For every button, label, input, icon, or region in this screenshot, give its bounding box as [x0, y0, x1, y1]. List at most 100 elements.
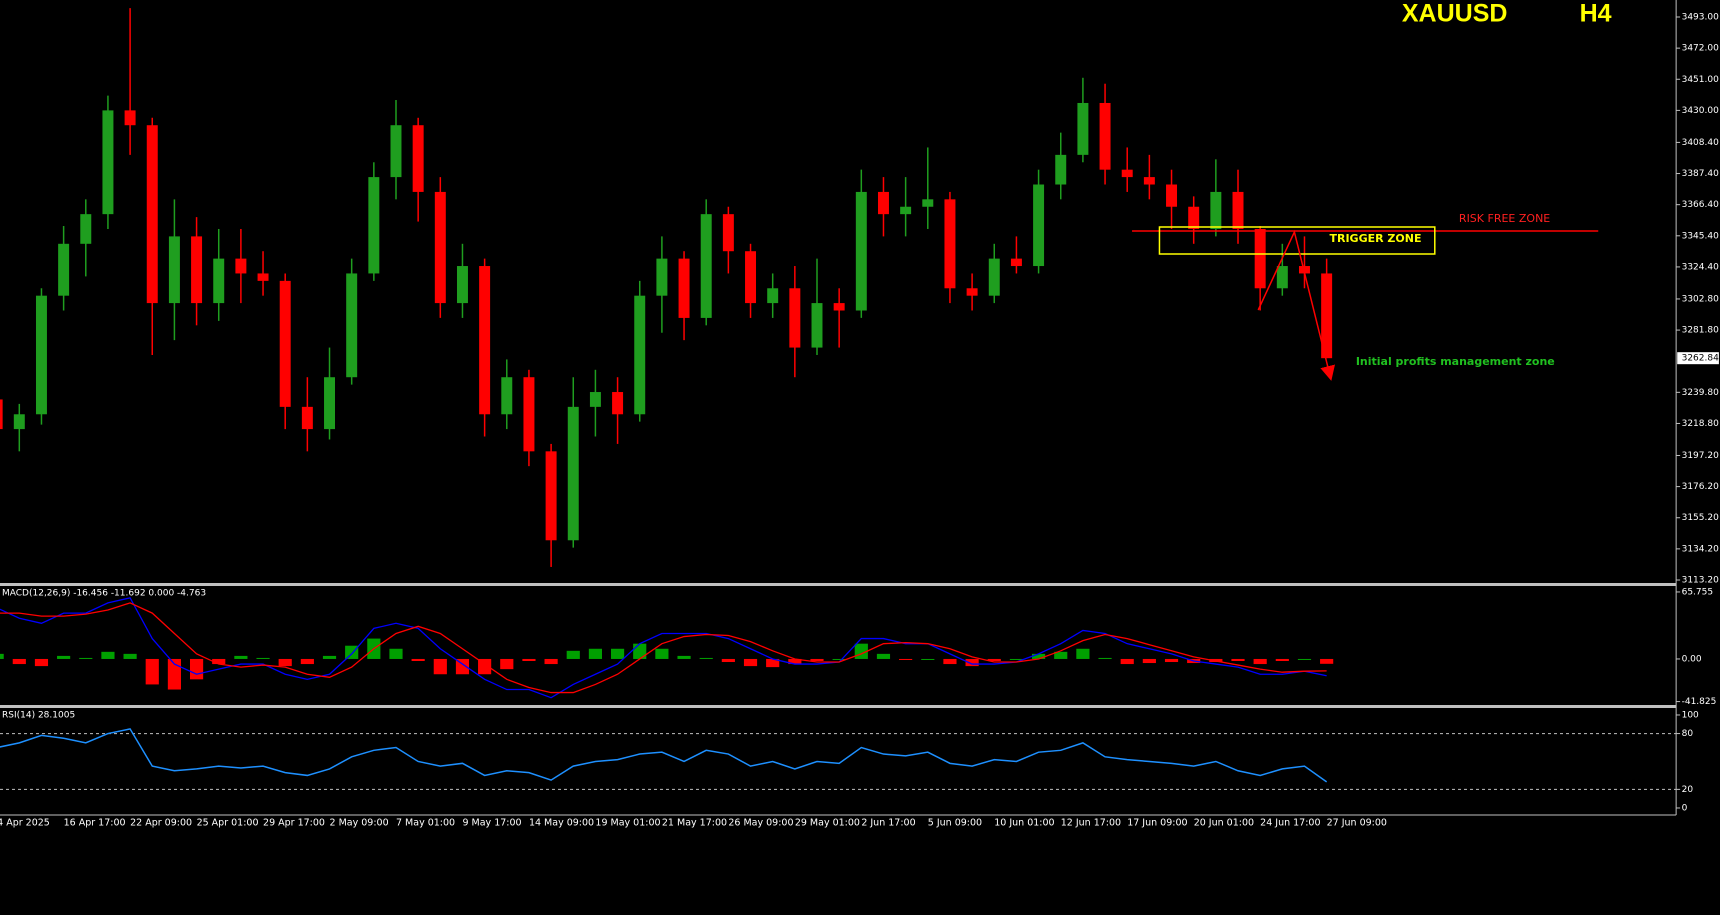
candle-body [102, 110, 114, 215]
y-tick-label: -41.825 [1682, 697, 1717, 707]
x-tick-label: 26 May 09:00 [728, 818, 793, 829]
current-price: 3262.84 [1682, 354, 1719, 364]
candle-body [1099, 102, 1111, 170]
candle-body [833, 303, 845, 311]
x-tick-label: 20 Jun 01:00 [1194, 818, 1254, 829]
y-tick-label: 3197.20 [1682, 451, 1719, 461]
panel-separator [0, 705, 1677, 708]
histogram-bar [189, 658, 204, 680]
x-tick-label: 9 May 17:00 [462, 818, 521, 829]
candle-body [324, 377, 336, 430]
histogram-bar [145, 658, 159, 685]
indicator-label: MACD(12,26,9) -16.456 -11.692 0.000 -4.7… [2, 589, 206, 599]
histogram-bar [721, 658, 735, 663]
y-tick-label: 3113.20 [1682, 575, 1719, 585]
candle-body [301, 406, 313, 430]
histogram-bar [921, 658, 935, 660]
histogram-bar [167, 658, 181, 690]
histogram-bar [1120, 658, 1134, 665]
candle-body [523, 377, 535, 452]
y-tick-label: 3239.80 [1682, 388, 1719, 398]
histogram-bar [212, 658, 226, 665]
trigger-zone [1158, 226, 1436, 255]
candle-body [456, 266, 468, 304]
candle-body [567, 406, 579, 541]
histogram-bar [57, 655, 71, 659]
candle-body [1010, 258, 1022, 267]
candle-body [988, 258, 1000, 296]
histogram-bar [455, 658, 470, 675]
histogram-bar [101, 651, 115, 659]
x-tick-label: 21 May 17:00 [662, 818, 727, 829]
candle-body [612, 392, 624, 415]
candle-body [412, 125, 424, 192]
candle-body [58, 243, 70, 296]
y-tick-label: 3493.00 [1682, 13, 1719, 23]
histogram-bar [1164, 658, 1179, 663]
histogram-bar [1142, 658, 1156, 664]
panel-separator [0, 583, 1677, 586]
y-tick-label: 80 [1682, 729, 1694, 739]
candle-body [700, 214, 712, 318]
candle-body [390, 125, 402, 178]
histogram-bar [522, 658, 536, 661]
x-tick-label: 29 Apr 17:00 [263, 818, 325, 829]
candle-body [279, 280, 291, 407]
histogram-bar [1231, 658, 1245, 661]
histogram-bar [987, 658, 1001, 661]
candle-body [1254, 228, 1266, 289]
candle-body [146, 125, 158, 304]
histogram-bar [0, 653, 4, 659]
x-tick-label: 2 May 09:00 [330, 818, 389, 829]
candle-body [434, 191, 446, 304]
candle-body [922, 199, 934, 207]
candle-body [877, 191, 889, 215]
histogram-bar [1275, 658, 1289, 661]
histogram-bar [876, 653, 891, 659]
candle-body [900, 206, 912, 215]
y-tick-label: 0.00 [1682, 654, 1702, 664]
x-tick-label: 25 Apr 01:00 [197, 818, 259, 829]
candle-body [745, 251, 757, 304]
histogram-bar [322, 655, 337, 659]
candle-body [213, 258, 225, 304]
x-tick-label: 16 Apr 17:00 [64, 818, 126, 829]
candle-body [1276, 266, 1288, 289]
x-tick-label: 22 Apr 09:00 [130, 818, 192, 829]
histogram-bar [345, 645, 359, 659]
y-tick-label: 3155.20 [1682, 513, 1719, 523]
histogram-bar [300, 658, 314, 665]
candle-body [789, 288, 801, 348]
histogram-bar [655, 648, 669, 659]
risk-free-label: RISK FREE ZONE [1459, 212, 1550, 225]
candle-body [479, 266, 491, 415]
candle-body [1232, 191, 1244, 229]
histogram-bar [389, 648, 403, 659]
x-tick-label: 10 Jun 01:00 [994, 818, 1054, 829]
timeframe: H4 [1580, 0, 1612, 28]
y-tick-label: 3472.00 [1682, 44, 1719, 54]
histogram-bar [1098, 657, 1112, 659]
profit-zone-label: Initial profits management zone [1356, 355, 1555, 368]
y-tick-label: 3218.80 [1682, 419, 1719, 429]
y-tick-label: 3281.80 [1682, 326, 1719, 336]
histogram-bar [1032, 653, 1046, 659]
histogram-bar [788, 658, 802, 665]
histogram-bar [743, 658, 758, 667]
candle-body [1321, 273, 1333, 359]
macd-line [0, 597, 1327, 699]
histogram-bar [234, 655, 248, 659]
histogram-bar [965, 658, 979, 667]
candle-body [1055, 154, 1067, 185]
histogram-bar [1253, 658, 1267, 665]
indicator-label: RSI(14) 28.1005 [2, 711, 75, 721]
candle-body [678, 258, 690, 318]
candle-body [1210, 191, 1222, 229]
histogram-bar [34, 658, 49, 667]
histogram-bar [79, 657, 93, 659]
current-price-box [1677, 352, 1719, 365]
x-tick-label: 19 May 01:00 [595, 818, 660, 829]
histogram-bar [899, 658, 913, 660]
histogram-bar [256, 657, 270, 659]
projection-arrow [1257, 229, 1335, 381]
